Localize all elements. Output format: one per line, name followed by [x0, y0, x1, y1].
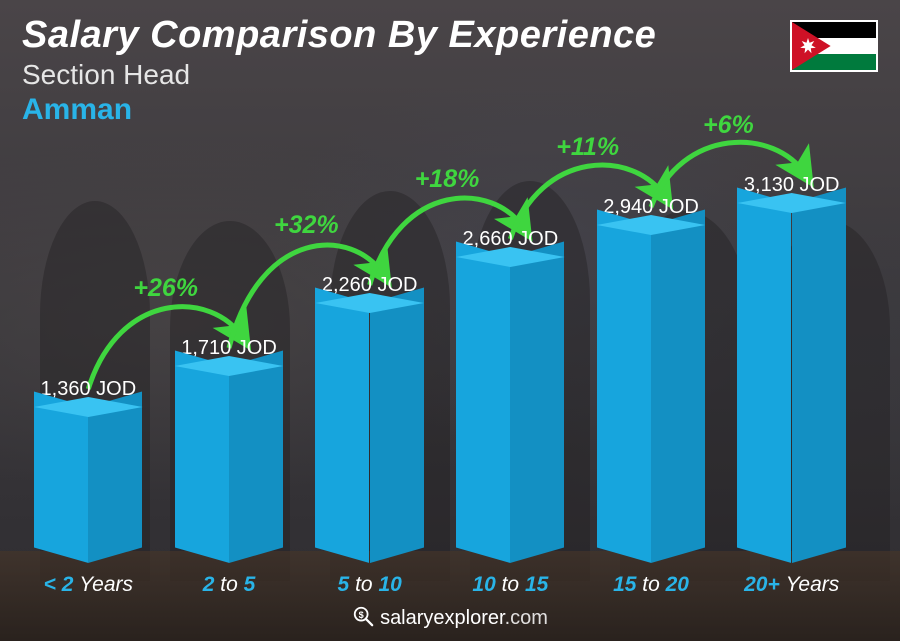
country-flag-jordan: [790, 20, 878, 72]
x-axis-category: 15 to 20: [591, 573, 712, 597]
x-axis-category: 2 to 5: [169, 573, 290, 597]
bar-body: [451, 257, 569, 563]
bar-body: [592, 225, 710, 563]
bar: 3,130 JOD: [731, 174, 852, 563]
bar-body: [29, 407, 147, 563]
svg-text:$: $: [359, 610, 364, 620]
bar: 2,660 JOD: [450, 228, 571, 563]
x-axis-category: 10 to 15: [450, 573, 571, 597]
header: Salary Comparison By Experience Section …: [22, 14, 878, 127]
chart-title: Salary Comparison By Experience: [22, 14, 878, 57]
x-axis-category: < 2 Years: [28, 573, 149, 597]
bar-group: 1,360 JOD1,710 JOD2,260 JOD2,660 JOD2,94…: [28, 167, 852, 563]
footer-site: salaryexplorer: [380, 607, 505, 629]
x-axis-category: 5 to 10: [309, 573, 430, 597]
bar: 1,710 JOD: [169, 337, 290, 563]
x-axis-labels: < 2 Years 2 to 5 5 to 10 10 to 15 15 to 20 20…: [28, 573, 852, 597]
bar: 1,360 JOD: [28, 378, 149, 563]
salary-bar-chart: +26%+32%+18%+11%+6% 1,360 JOD1,710 JOD2,…: [28, 167, 852, 597]
bar: 2,940 JOD: [591, 196, 712, 563]
footer-tld: .com: [505, 607, 548, 629]
bar-body: [170, 366, 288, 563]
chart-subtitle: Section Head: [22, 59, 878, 91]
bar-body: [311, 303, 429, 563]
chart-location: Amman: [22, 93, 878, 127]
x-axis-category: 20+ Years: [731, 573, 852, 597]
magnifier-dollar-icon: $: [352, 605, 374, 633]
bar-body: [733, 203, 851, 563]
bar: 2,260 JOD: [309, 274, 430, 563]
footer-attribution: $ salaryexplorer.com: [0, 605, 900, 633]
